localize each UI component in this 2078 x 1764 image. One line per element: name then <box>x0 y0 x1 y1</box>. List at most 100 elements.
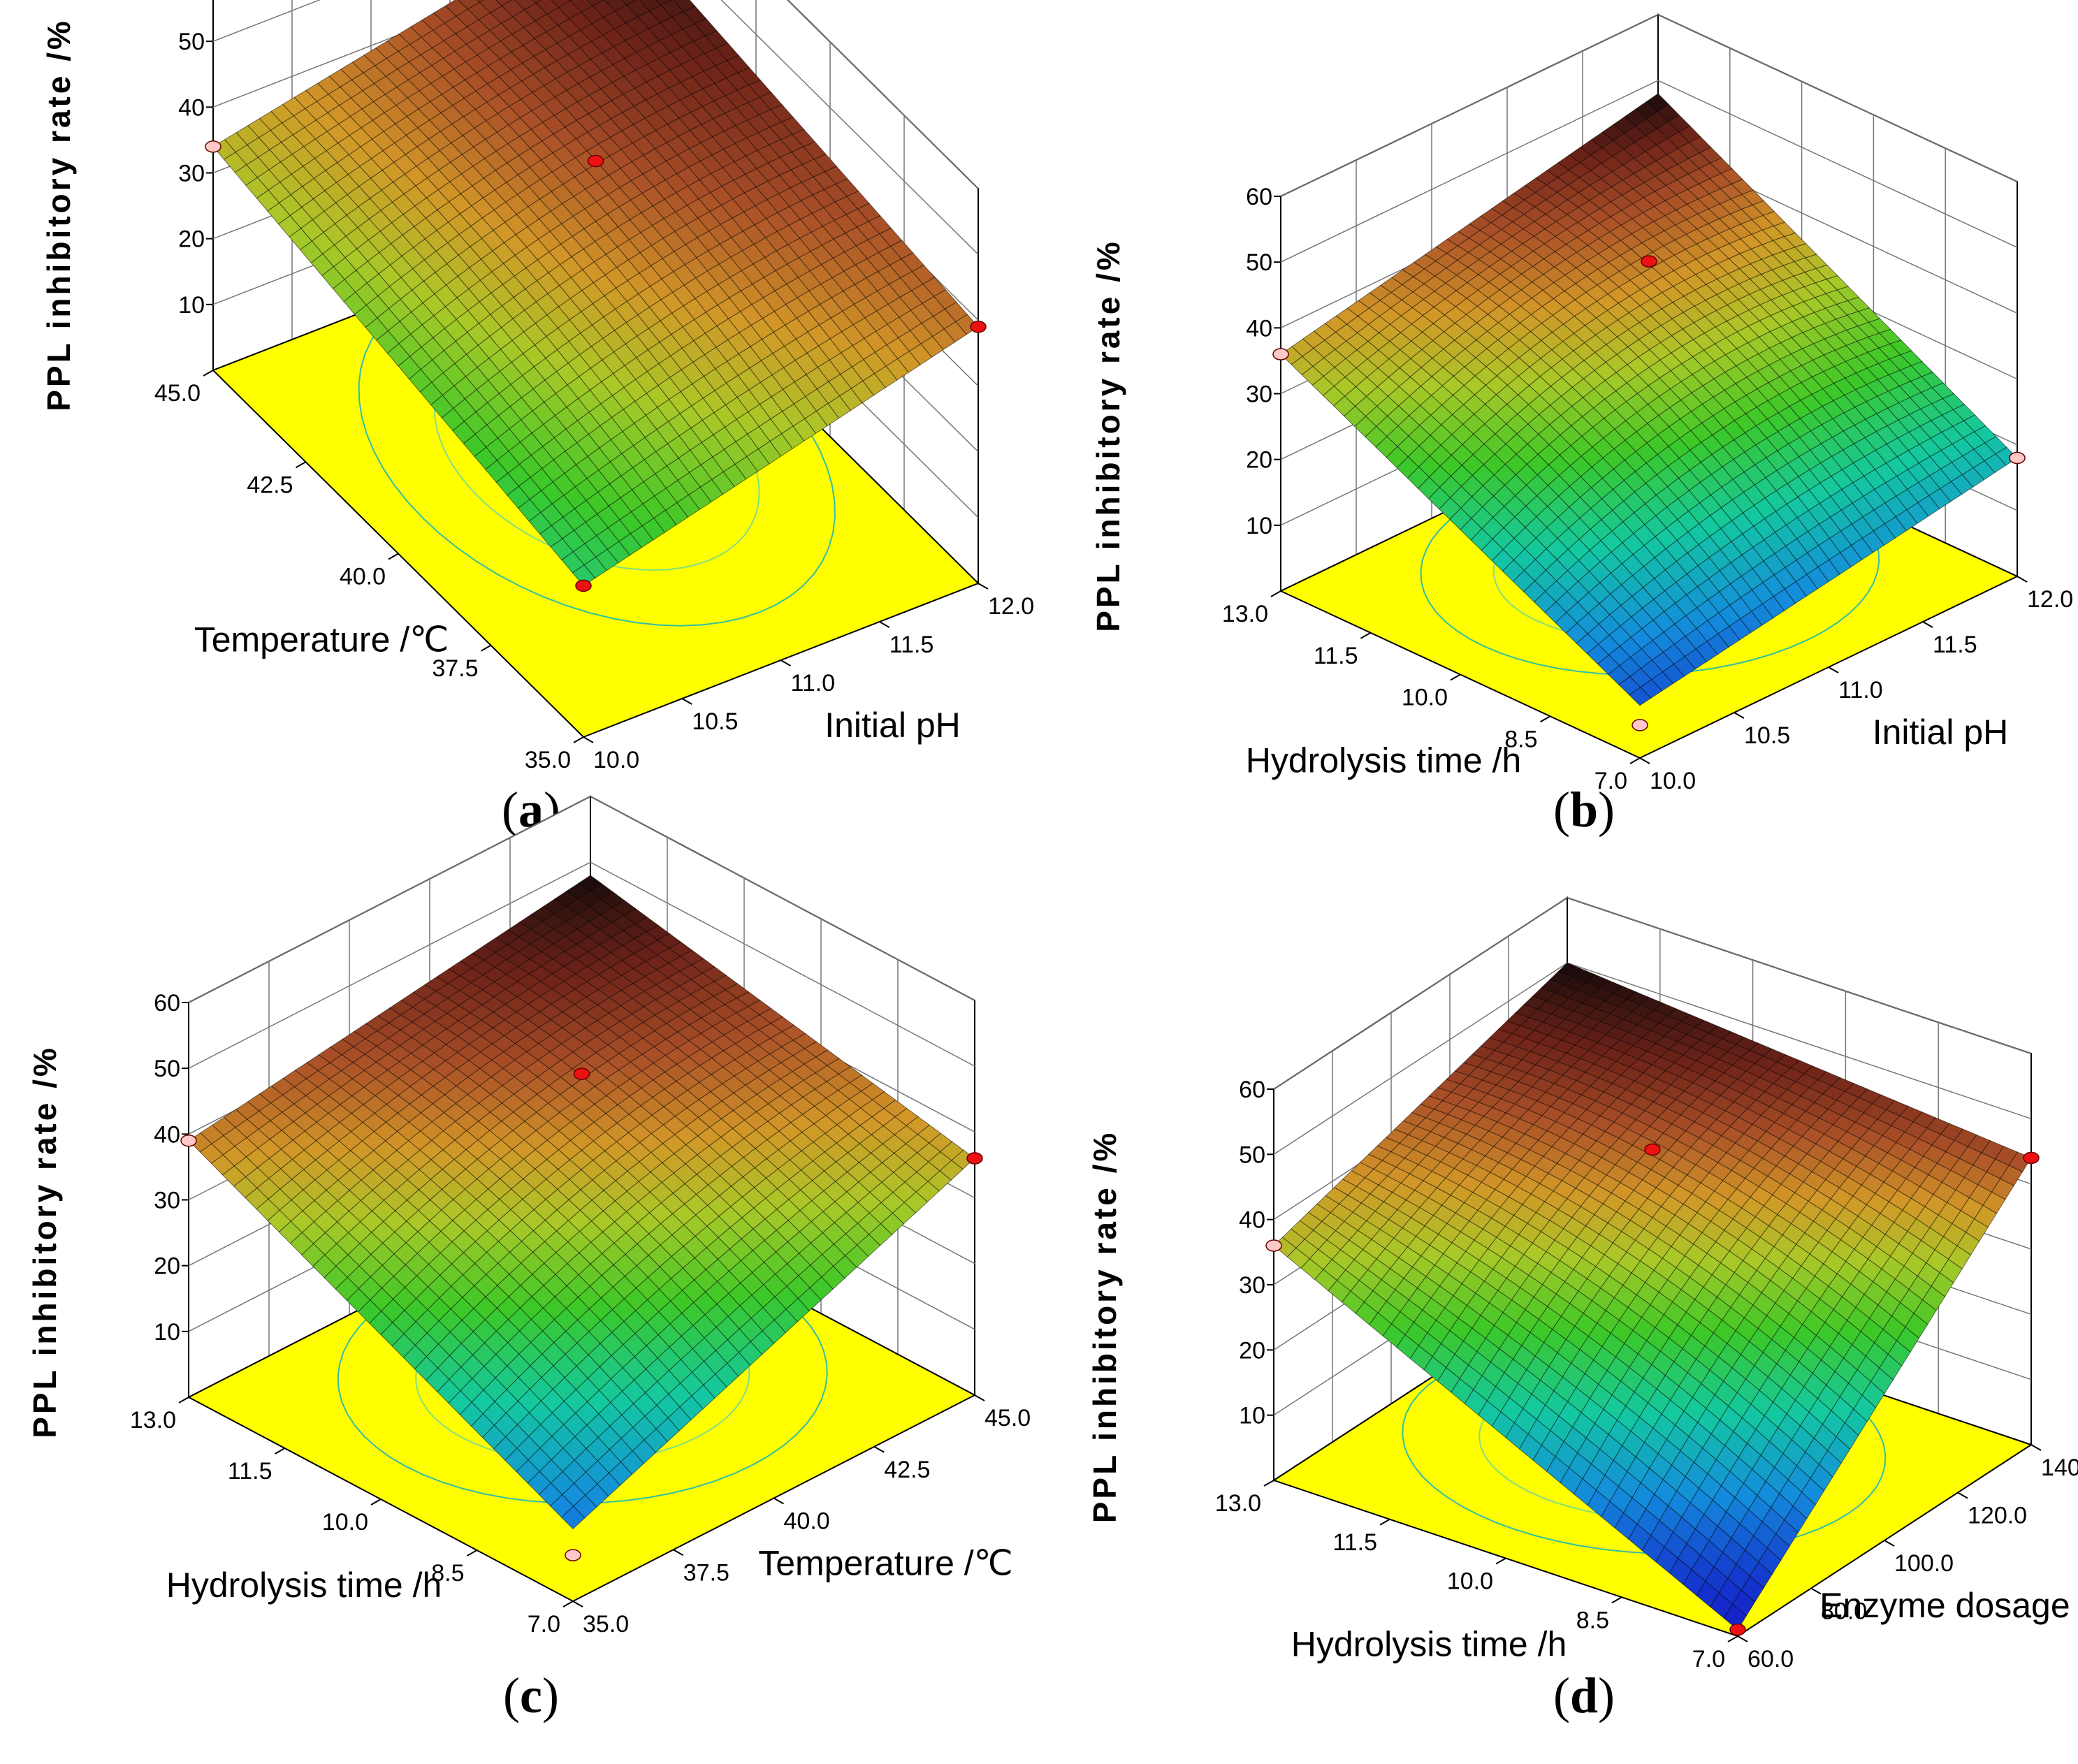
surface-cell <box>1723 1603 1747 1631</box>
left-axis-tick-label: 10.0 <box>1447 1568 1493 1595</box>
surface-cell <box>561 1506 586 1530</box>
right-axis-tick-label: 10.0 <box>593 747 639 773</box>
panel-b: 10 20 30 40 50 60 13.0 11.5 10.0 8.5 7.0 10.0 10.5 11… <box>1039 0 2078 882</box>
panel-a: 10203040506045.042.540.037.535.010.010.5… <box>0 0 1039 882</box>
design-points <box>180 1067 983 1561</box>
right-axis-label: Initial pH <box>1873 713 2009 752</box>
left-axis-tick-label: 45.0 <box>154 380 201 407</box>
left-axis-tick-label: 37.5 <box>432 655 478 682</box>
z-tick-label: 40 <box>1239 1207 1265 1234</box>
left-axis-tick-mark <box>1629 757 1641 764</box>
right-axis-tick-label: 80.0 <box>1821 1598 1867 1625</box>
right-axis-tick-mark <box>673 1549 684 1557</box>
right-axis-tick-label: 11.5 <box>1933 632 1977 658</box>
left-axis-tick-label: 35.0 <box>525 747 571 773</box>
right-axis-tick-label: 140.0 <box>2041 1455 2078 1481</box>
left-axis-label: Hydrolysis time /h <box>1291 1625 1567 1664</box>
caption-c-letter: c <box>520 1668 542 1723</box>
left-axis-tick-mark <box>562 1601 574 1608</box>
z-axis-label: PPL inhibitory rate /% <box>41 18 77 411</box>
z-tick-label: 50 <box>154 1056 180 1082</box>
z-axis-label: PPL inhibitory rate /% <box>1087 1130 1123 1524</box>
z-tick-label: 40 <box>178 94 205 121</box>
panel-d: 10 20 30 40 50 60 13.0 11.5 10.0 8.5 7.0 60.0 80.0 10… <box>1039 882 2078 1764</box>
left-axis-label: Hydrolysis time /h <box>1246 741 1522 780</box>
caption-d: (d) <box>1553 1668 1615 1723</box>
right-axis-tick-mark <box>1734 712 1745 719</box>
left-axis-tick-label: 13.0 <box>1222 601 1268 627</box>
surface-cell <box>572 564 596 586</box>
right-axis-tick-mark <box>1957 1492 1968 1499</box>
right-axis-label: Initial pH <box>824 706 961 745</box>
right-axis-tick-mark <box>572 1601 583 1608</box>
design-point <box>970 321 987 333</box>
z-tick-label: 50 <box>178 29 205 55</box>
left-axis-tick-label: 11.5 <box>228 1458 273 1485</box>
response-surface <box>1273 962 2032 1631</box>
design-point <box>966 1152 983 1165</box>
left-axis-tick-label: 10.0 <box>1402 685 1448 711</box>
left-axis-tick-mark <box>1540 715 1550 723</box>
z-gridline <box>212 0 979 255</box>
left-axis-tick-mark <box>296 461 306 469</box>
response-surface <box>1280 93 2018 706</box>
z-tick-label: 60 <box>1246 184 1272 210</box>
design-points <box>1265 1143 2040 1636</box>
left-axis-tick-mark <box>1495 1557 1506 1565</box>
right-axis-tick-label: 35.0 <box>583 1611 629 1638</box>
left-axis-tick-label: 10.0 <box>322 1509 368 1536</box>
design-point <box>1272 348 1289 360</box>
right-axis-tick-label: 120.0 <box>1968 1503 2027 1529</box>
right-axis-tick-label: 42.5 <box>884 1457 930 1483</box>
left-axis-label: Temperature /℃ <box>194 620 449 659</box>
left-axis-tick-label: 7.0 <box>528 1611 560 1638</box>
right-axis-tick-mark <box>2017 576 2028 583</box>
design-points <box>205 140 987 592</box>
z-tick-label: 20 <box>1239 1337 1265 1364</box>
left-axis-tick-mark <box>275 1448 285 1455</box>
left-axis-tick-mark <box>178 1397 189 1404</box>
surface-cell <box>532 0 542 4</box>
right-axis-tick-label: 60.0 <box>1748 1646 1794 1672</box>
design-points <box>1272 255 2026 731</box>
response-surface <box>188 875 975 1530</box>
left-axis-tick-label: 11.5 <box>1314 643 1358 669</box>
right-axis-tick-label: 40.0 <box>784 1508 830 1535</box>
z-tick-label: 10 <box>1239 1403 1265 1429</box>
left-axis-tick-label: 8.5 <box>431 1560 464 1587</box>
right-axis-tick-mark <box>773 1497 784 1505</box>
right-axis-tick-label: 10.5 <box>1744 722 1790 749</box>
z-tick-label: 10 <box>178 292 205 319</box>
z-tick-label: 20 <box>1246 447 1272 474</box>
right-axis-tick-mark <box>1828 666 1839 673</box>
design-point <box>573 1067 590 1080</box>
z-gridline <box>1280 80 2018 263</box>
design-point <box>1644 1143 1661 1156</box>
right-axis-tick-mark <box>583 736 594 743</box>
caption-c: (c) <box>503 1668 559 1723</box>
design-point <box>565 1549 581 1561</box>
left-axis-tick-label: 13.0 <box>130 1407 176 1434</box>
z-tick-label: 60 <box>154 990 180 1016</box>
left-axis-tick-label: 7.0 <box>1594 768 1627 794</box>
design-point <box>205 140 221 153</box>
right-axis-tick-label: 12.0 <box>2027 586 2073 613</box>
z-tick-label: 60 <box>1239 1077 1265 1103</box>
design-point <box>1632 719 1648 731</box>
z-gridline <box>1273 897 2032 1090</box>
left-axis-tick-label: 11.5 <box>1332 1529 1377 1556</box>
right-axis-tick-label: 100.0 <box>1894 1550 1954 1577</box>
right-axis-tick-mark <box>1737 1635 1748 1642</box>
z-axis-label: PPL inhibitory rate /% <box>1090 239 1126 632</box>
z-gridline <box>787 0 979 189</box>
left-axis-tick-mark <box>481 644 491 652</box>
design-point <box>2009 451 2026 465</box>
right-axis-tick-label: 45.0 <box>984 1405 1031 1431</box>
chart-a: 10203040506045.042.540.037.535.010.010.5… <box>41 0 1034 773</box>
response-surface <box>212 0 979 586</box>
left-axis-tick-label: 8.5 <box>1576 1607 1609 1633</box>
left-axis-tick-mark <box>1727 1635 1738 1642</box>
caption-d-letter: d <box>1569 1668 1599 1723</box>
right-axis-tick-label: 10.5 <box>692 708 738 735</box>
